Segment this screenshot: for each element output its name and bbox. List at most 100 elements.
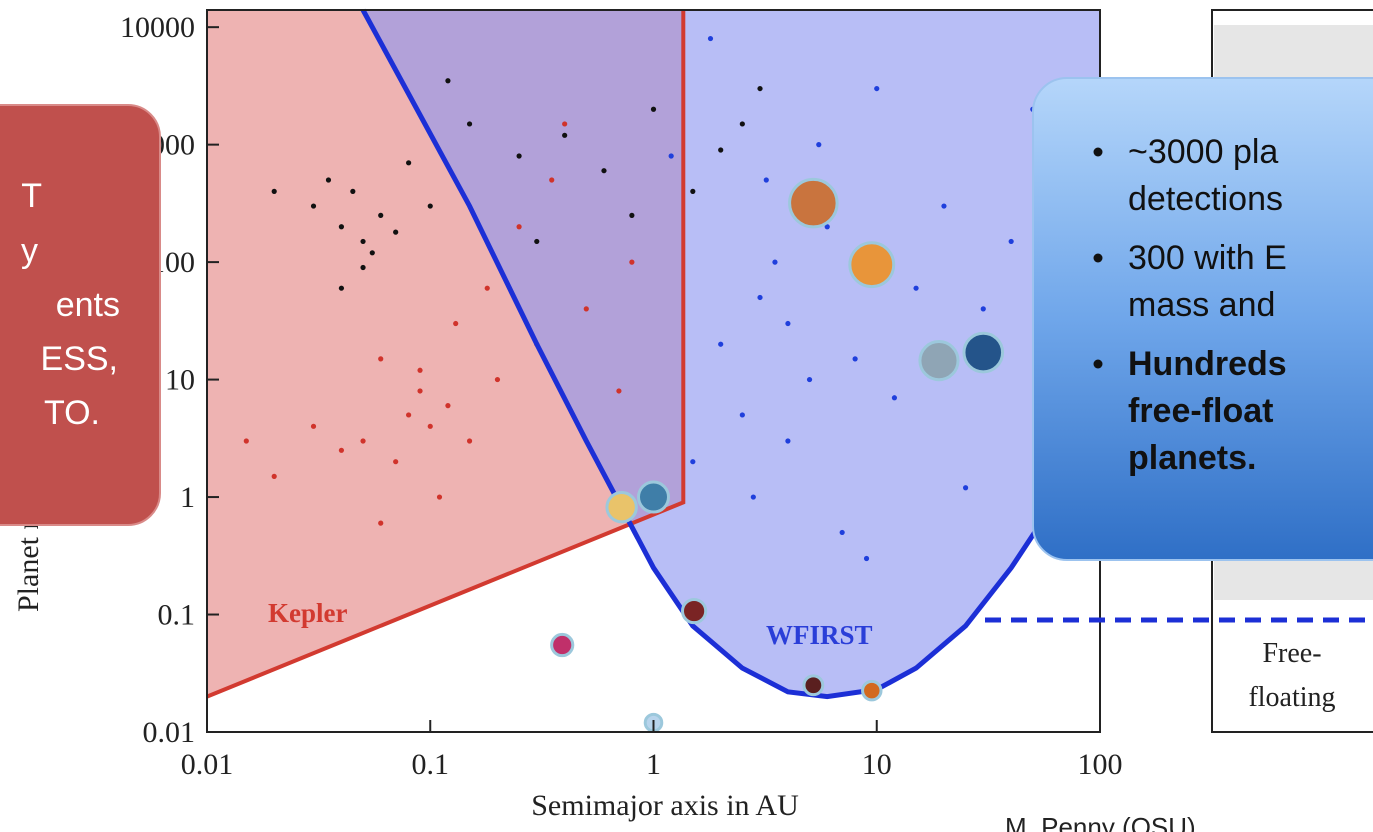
planet-point [516,224,522,230]
planet-point [629,212,635,218]
planet-point [718,147,724,153]
planet-point [325,177,332,183]
panel-label: floating [1248,682,1335,713]
callout-box [0,104,161,526]
x-axis-label: Semimajor axis in AU [531,789,799,822]
planet-point [891,395,898,401]
callout-text: ~3000 pla [1128,133,1278,171]
callout-box [1032,77,1373,561]
wfirst-boundary [360,8,1103,700]
planet-point [427,203,433,209]
callout-text: TO. [44,394,100,432]
planet-point [668,153,674,159]
wfirst-label: WFIRST [766,620,873,650]
solar-system-planet [788,177,839,229]
planet-point [360,438,366,444]
planet-point [562,121,568,127]
planet-point [690,188,696,194]
bullet [1093,147,1103,157]
planet-point [739,121,745,127]
x-tick-label: 0.01 [181,748,234,781]
plot-area: 0.01 0.1 1 10 1001000010001001010.10.01Keple… [120,8,1123,781]
solar-system-planet [918,340,960,382]
solar-system-planet [962,331,1005,374]
planet-point [271,473,277,479]
callout-text: y [21,232,38,270]
planet-point [338,447,345,453]
planet-point [445,78,451,84]
planet-point [417,388,423,394]
y-tick-label: 1 [180,481,195,514]
solar-system-planet [802,674,825,697]
planet-point [378,356,384,362]
callout-text: T [21,177,42,215]
planet-point [616,388,622,394]
bullet [1093,359,1103,369]
planet-point [466,438,473,444]
planet-point [763,177,769,183]
planet-point [369,250,375,256]
callout-text: Hundreds [1128,345,1287,383]
solar-system-planet [861,679,883,702]
planet-point [360,264,366,271]
solar-system-planet [680,597,708,625]
planet-point [824,224,830,230]
planet-point [690,459,696,465]
planet-point [445,403,451,409]
planet-point [852,356,858,362]
planet-point [484,285,490,291]
callout-text: mass and [1128,286,1275,324]
planet-point [962,485,969,491]
planet-point [1008,238,1014,245]
y-tick-label: 10000 [120,11,195,44]
planet-point [494,376,501,383]
planet-point [863,555,870,562]
kepler-label: Kepler [268,598,347,628]
planet-point [583,306,589,312]
planet-point [941,203,947,209]
planet-point [378,212,384,218]
planet-point [980,306,986,312]
solar-system-planet [637,480,670,514]
planet-point [874,85,880,92]
planet-point [534,238,540,245]
planet-point [338,285,345,291]
y-tick-label: 0.01 [143,716,196,749]
planet-point [406,412,412,418]
planet-point [466,121,473,127]
planet-point [310,203,317,209]
y-tick-label: 0.1 [158,599,196,632]
planet-point [360,238,366,245]
credit: M. Penny (OSU) [1005,812,1196,832]
left-callout: T y ents ESS, TO. [0,104,161,526]
planet-point [436,494,443,500]
planet-point [427,423,433,429]
planet-point [750,494,756,500]
planet-point [629,259,635,265]
planet-point [393,229,399,235]
planet-point [243,438,249,444]
solar-system-planet [550,632,575,658]
panel-label: Free- [1262,638,1321,669]
planet-point [650,106,657,112]
solar-system-planet [605,490,638,524]
planet-point [785,320,791,327]
x-tick-label: 10 [862,748,892,781]
planet-point [785,438,791,444]
planet-point [406,160,412,166]
right-callout: ~3000 pla detections 300 with E mass and Hun… [1032,77,1373,561]
planet-point [913,285,919,291]
callout-text: ESS, [41,340,118,378]
callout-text: ents [56,286,120,324]
planet-point [839,529,845,536]
planet-point [310,423,317,429]
callout-text: 300 with E [1128,239,1287,277]
planet-point [271,188,277,194]
callout-text: free-float [1128,392,1273,430]
planet-point [739,412,745,418]
planet-point [718,341,724,347]
planet-point [757,294,763,301]
planet-point [562,132,568,138]
